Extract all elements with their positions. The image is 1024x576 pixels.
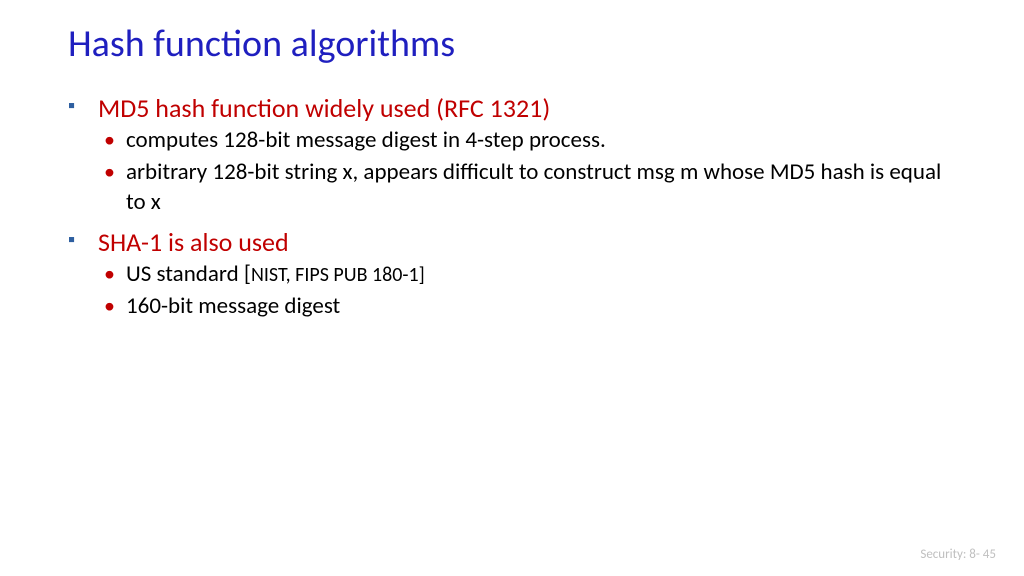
bullet-sha1-sub1a: US standard [ xyxy=(126,260,251,288)
bullet-sha1: SHA-1 is also used US standard [NIST, FI… xyxy=(68,226,956,322)
slide: Hash function algorithms MD5 hash functi… xyxy=(0,0,1024,576)
bullet-list-level1: MD5 hash function widely used (RFC 1321)… xyxy=(68,92,956,322)
bullet-sha1-sub2: 160-bit message digest xyxy=(98,292,956,322)
bullet-md5-sublist: computes 128-bit message digest in 4-ste… xyxy=(98,126,956,218)
bullet-sha1-sublist: US standard [NIST, FIPS PUB 180-1] 160-b… xyxy=(98,260,956,322)
bullet-sha1-sub1: US standard [NIST, FIPS PUB 180-1] xyxy=(98,260,956,290)
bullet-sha1-text: SHA-1 is also used xyxy=(98,226,289,258)
slide-title: Hash function algorithms xyxy=(68,24,956,66)
bullet-md5-sub2: arbitrary 128-bit string x, appears diff… xyxy=(98,158,956,218)
slide-footer: Security: 8- 45 xyxy=(920,547,996,562)
bullet-md5-sub1: computes 128-bit message digest in 4-ste… xyxy=(98,126,956,156)
bullet-sha1-sub1b: NIST, FIPS PUB 180-1] xyxy=(251,263,425,287)
bullet-md5: MD5 hash function widely used (RFC 1321)… xyxy=(68,92,956,218)
bullet-md5-text: MD5 hash function widely used (RFC 1321) xyxy=(98,92,550,124)
